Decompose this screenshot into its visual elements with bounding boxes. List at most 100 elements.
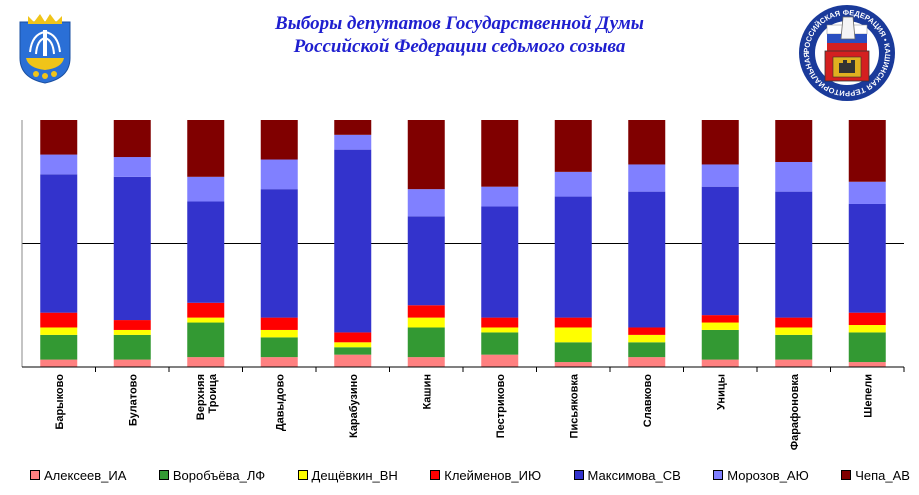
category-label-part: Верхняя bbox=[195, 374, 207, 420]
bar-segment bbox=[40, 174, 78, 313]
bar-segment bbox=[628, 342, 666, 358]
legend-item: Максимова_СВ bbox=[573, 468, 681, 483]
legend-label: Алексеев_ИА bbox=[44, 467, 127, 483]
category-label-part: Булатово bbox=[127, 374, 139, 426]
bar-segment bbox=[701, 329, 739, 360]
legend-item: Алексеев_ИА bbox=[30, 468, 126, 483]
bar-segment bbox=[701, 359, 739, 367]
bar-segment bbox=[113, 320, 151, 330]
category-label-part: Уницы bbox=[715, 374, 727, 410]
bar-segment bbox=[628, 334, 666, 343]
bar-segment bbox=[187, 120, 225, 177]
category-label: Письяковка bbox=[568, 373, 580, 438]
bar-segment bbox=[701, 315, 739, 323]
chart-title: Выборы депутатов Государственной Думы bbox=[275, 13, 644, 34]
legend-item: Морозов_АЮ bbox=[713, 468, 809, 483]
bar-segment bbox=[40, 327, 78, 335]
chart-subtitle: Российской Федерации седьмого созыва bbox=[293, 36, 626, 57]
bar-segment bbox=[407, 317, 445, 328]
category-label-part: Кашин bbox=[421, 374, 433, 410]
bar-segment bbox=[260, 317, 298, 330]
bar-segment bbox=[701, 322, 739, 330]
bar-segment bbox=[481, 332, 519, 355]
bar-segment bbox=[187, 357, 225, 367]
bar-segment bbox=[407, 216, 445, 306]
category-label-part: Пестриково bbox=[495, 374, 507, 439]
legend-label: Клейменов_ИЮ bbox=[444, 467, 542, 483]
legend-label: Дещёвкин_ВН bbox=[311, 467, 398, 483]
bar-segment bbox=[848, 120, 886, 182]
category-label: ВерхняяТроица bbox=[195, 373, 219, 420]
bar-segment bbox=[113, 120, 151, 158]
bar-segment bbox=[848, 325, 886, 333]
bar-segment bbox=[113, 157, 151, 177]
legend-swatch bbox=[841, 470, 852, 480]
category-label-part: Карабузино bbox=[348, 374, 360, 438]
bar-segment bbox=[260, 329, 298, 338]
bar-segment bbox=[407, 327, 445, 358]
legend-swatch bbox=[713, 470, 724, 480]
chart-title-block: Выборы депутатов Государственной Думы Ро… bbox=[0, 12, 919, 58]
legend-label: Воробъёва_ЛФ bbox=[172, 467, 266, 483]
category-label-part: Давыдово bbox=[274, 374, 286, 431]
bar-segment bbox=[40, 154, 78, 175]
category-label-part: Барыково bbox=[54, 374, 66, 430]
bar-segment bbox=[113, 176, 151, 321]
bar-segment bbox=[848, 332, 886, 363]
bar-segment bbox=[113, 334, 151, 360]
bar-segment bbox=[554, 327, 592, 343]
bar-segment bbox=[554, 120, 592, 172]
bar-segment bbox=[407, 357, 445, 367]
category-label: Карабузино bbox=[348, 374, 360, 438]
bar-segment bbox=[40, 120, 78, 155]
bar-segment bbox=[40, 359, 78, 367]
bar-segment bbox=[260, 357, 298, 367]
category-label: Пестриково bbox=[495, 374, 507, 439]
bar-segment bbox=[554, 362, 592, 367]
category-label: Фарафоновка bbox=[789, 373, 801, 450]
bar-segment bbox=[260, 120, 298, 160]
legend-item: Чепа_АВ bbox=[841, 468, 910, 483]
bar-segment bbox=[481, 206, 519, 318]
bar-segment bbox=[481, 317, 519, 328]
bar-segment bbox=[554, 342, 592, 363]
bar-segment bbox=[628, 357, 666, 367]
bar-segment bbox=[334, 332, 372, 343]
election-commission-emblem-icon: РОССИЙСКАЯ ФЕДЕРАЦИЯ • КАШИНСКАЯ ТЕРРИТО… bbox=[797, 3, 895, 101]
legend-swatch bbox=[573, 470, 584, 480]
bar-segment bbox=[775, 161, 813, 192]
bar-segment bbox=[334, 342, 372, 348]
legend-item: Дещёвкин_ВН bbox=[297, 467, 398, 483]
legend-item: Клейменов_ИЮ bbox=[430, 468, 541, 483]
legend-label: Чепа_АВ bbox=[855, 467, 910, 483]
bar-segment bbox=[775, 191, 813, 318]
bar-segment bbox=[554, 317, 592, 328]
bar-segment bbox=[848, 181, 886, 204]
bar-segment bbox=[628, 164, 666, 192]
bar-segment bbox=[334, 120, 372, 135]
bar-segment bbox=[187, 302, 225, 318]
bar-segment bbox=[260, 337, 298, 358]
bar-segment bbox=[775, 327, 813, 335]
category-label-part: Письяковка bbox=[568, 373, 580, 438]
bar-segment bbox=[628, 191, 666, 328]
bar-segment bbox=[481, 186, 519, 207]
bar-segment bbox=[554, 196, 592, 318]
bar-segment bbox=[187, 176, 225, 202]
bar-segment bbox=[187, 201, 225, 303]
bar-segment bbox=[701, 164, 739, 187]
bar-segment bbox=[334, 354, 372, 367]
bar-segment bbox=[554, 171, 592, 197]
bar-segment bbox=[848, 203, 886, 313]
bar-segment bbox=[40, 334, 78, 360]
bar-segment bbox=[775, 120, 813, 162]
bar-segment bbox=[187, 317, 225, 323]
legend-item: Воробъёва_ЛФ bbox=[158, 467, 266, 483]
bar-segment bbox=[848, 362, 886, 367]
chart-legend: Алексеев_ИА Воробъёва_ЛФ Дещёвкин_ВН Кле… bbox=[30, 466, 910, 484]
bar-segment bbox=[407, 305, 445, 318]
legend-swatch bbox=[297, 470, 308, 480]
bar-segment bbox=[334, 149, 372, 333]
bar-segment bbox=[701, 186, 739, 316]
